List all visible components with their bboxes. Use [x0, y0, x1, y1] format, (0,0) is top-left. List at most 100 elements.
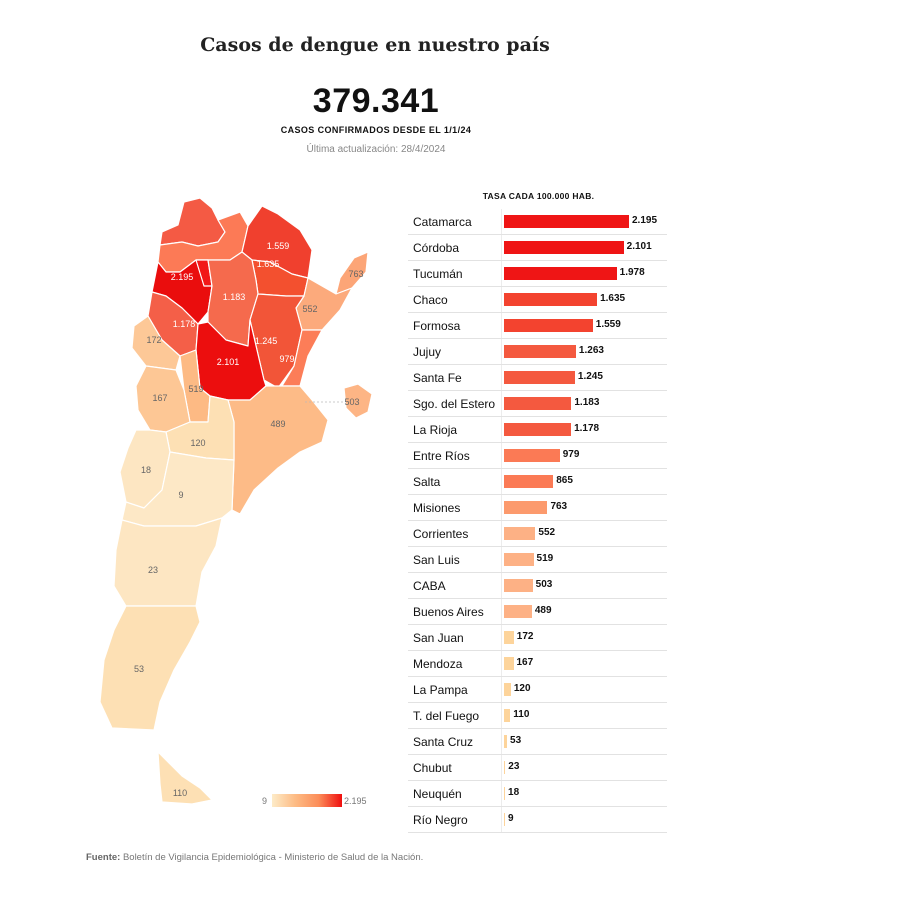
row-separator [501, 391, 502, 416]
bar-value-label: 1.245 [577, 371, 603, 382]
row-separator [501, 495, 502, 520]
bar-category-label: Tucumán [413, 267, 463, 281]
bar-value-label: 120 [513, 683, 531, 694]
bar-chart: Catamarca 2.195 Córdoba 2.101 Tucumán 1.978 Ch… [408, 209, 667, 833]
bar-value-label: 9 [508, 813, 514, 824]
row-separator [501, 287, 502, 312]
map-label-formosa: 1.635 [257, 259, 280, 269]
row-separator [501, 651, 502, 676]
page-title: Casos de dengue en nuestro país [200, 34, 550, 56]
bar [504, 397, 572, 410]
bar-category-label: Santa Cruz [413, 735, 474, 749]
bar [504, 761, 506, 774]
bar-category-label: La Rioja [413, 423, 458, 437]
row-separator [501, 261, 502, 286]
bar-row: San Luis 519 [408, 547, 667, 573]
bar [504, 735, 508, 748]
bar-value-label: 23 [508, 761, 520, 772]
bar [504, 501, 548, 514]
bar-value-label: 53 [510, 735, 522, 746]
map-label-corrientes: 552 [302, 304, 317, 314]
bar [504, 709, 511, 722]
source-text: Boletín de Vigilancia Epidemiológica - M… [122, 852, 424, 863]
bar [504, 371, 575, 384]
row-separator [501, 209, 502, 234]
bar [504, 475, 554, 488]
bar-value-label: 865 [556, 475, 573, 486]
bar-value-label: 1.178 [574, 423, 600, 434]
map-tierra-del-fuego[interactable] [157, 751, 213, 805]
map-jujuy[interactable] [159, 197, 226, 247]
row-separator [501, 235, 502, 260]
bar [504, 787, 506, 800]
map-label-catamarca: 2.195 [171, 272, 194, 282]
bar-category-label: T. del Fuego [413, 709, 480, 723]
map-label-caba: 503 [344, 397, 359, 407]
row-separator [501, 729, 502, 754]
bar [504, 293, 598, 306]
map-chubut[interactable] [113, 517, 223, 607]
bar-category-label: Formosa [413, 319, 461, 333]
bar-category-label: San Juan [413, 631, 464, 645]
bar-category-label: Catamarca [413, 215, 472, 229]
bar-row: Chubut 23 [408, 755, 667, 781]
bar-row: Catamarca 2.195 [408, 209, 667, 235]
row-separator [501, 573, 502, 598]
bar-value-label: 519 [536, 553, 554, 564]
row-separator [501, 781, 502, 806]
row-separator [501, 755, 502, 780]
bar-category-label: Corrientes [413, 527, 469, 541]
map-label-santa-fe: 1.245 [255, 336, 278, 346]
bar-value-label: 489 [534, 605, 552, 616]
bar-row: CABA 503 [408, 573, 667, 599]
bar-row: T. del Fuego 110 [408, 703, 667, 729]
row-separator [501, 547, 502, 572]
row-separator [501, 339, 502, 364]
bar [504, 657, 514, 670]
map-buenos-aires[interactable] [227, 385, 329, 515]
bar-row: Santa Cruz 53 [408, 729, 667, 755]
bar [504, 527, 536, 540]
bar-row: Corrientes 552 [408, 521, 667, 547]
map-label-la-rioja: 1.178 [173, 319, 196, 329]
map-label-tierra-del-fuego: 110 [173, 788, 187, 798]
row-separator [501, 443, 502, 468]
bar-row: Río Negro 9 [408, 807, 667, 833]
total-cases-caption: CASOS CONFIRMADOS DESDE EL 1/1/24 [280, 125, 472, 135]
bar-category-label: Chubut [413, 761, 452, 775]
row-separator [501, 677, 502, 702]
map-caba[interactable] [343, 383, 373, 419]
bar [504, 579, 533, 592]
bar-value-label: 503 [535, 579, 553, 590]
bar-value-label: 1.978 [619, 267, 645, 278]
map-label-neuquen: 18 [141, 465, 151, 475]
bar-value-label: 172 [516, 631, 534, 642]
source-footer: Fuente: Boletín de Vigilancia Epidemioló… [86, 852, 423, 863]
bar-row: Tucumán 1.978 [408, 261, 667, 287]
bar [504, 553, 534, 566]
row-separator [501, 365, 502, 390]
row-separator [501, 807, 502, 832]
map-label-misiones: 763 [348, 269, 363, 279]
source-label: Fuente: [86, 852, 121, 863]
bar-value-label: 552 [538, 527, 556, 538]
bar-value-label: 18 [508, 787, 520, 798]
map-santa-cruz[interactable] [100, 605, 201, 731]
bar-row: San Juan 172 [408, 625, 667, 651]
legend-max: 2.195 [344, 796, 367, 806]
bar-row: Chaco 1.635 [408, 287, 667, 313]
bar-value-label: 979 [562, 449, 580, 460]
bar-category-label: Misiones [413, 501, 461, 515]
bar [504, 813, 505, 826]
legend-gradient [272, 794, 342, 807]
map-label-rio-negro: 9 [178, 490, 183, 500]
map-label-mendoza: 167 [152, 393, 167, 403]
bar-value-label: 2.195 [632, 215, 658, 226]
total-cases: 379.341 [312, 82, 440, 120]
bar-category-label: Buenos Aires [413, 605, 484, 619]
bar-value-label: 167 [516, 657, 534, 668]
row-separator [501, 703, 502, 728]
bar-row: Neuquén 18 [408, 781, 667, 807]
row-separator [501, 521, 502, 546]
bar-category-label: Córdoba [413, 241, 460, 255]
